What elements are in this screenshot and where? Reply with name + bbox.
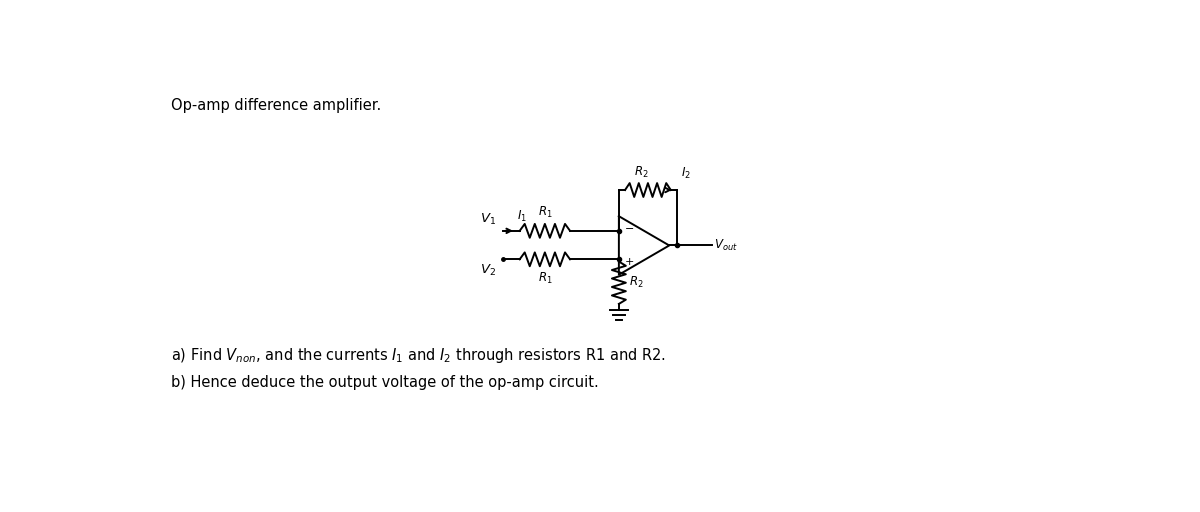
Text: $V_1$: $V_1$ [480, 212, 497, 227]
Text: $R_2$: $R_2$ [629, 275, 643, 290]
Text: Op-amp difference amplifier.: Op-amp difference amplifier. [170, 98, 382, 113]
Text: $R_1$: $R_1$ [538, 271, 552, 286]
Text: $V_{out}$: $V_{out}$ [714, 238, 738, 253]
Text: −: − [625, 224, 635, 233]
Text: $R_2$: $R_2$ [635, 165, 649, 180]
Text: $I_1$: $I_1$ [517, 209, 527, 224]
Text: $I_2$: $I_2$ [682, 166, 691, 181]
Text: +: + [625, 258, 635, 267]
Text: $R_1$: $R_1$ [538, 205, 552, 220]
Text: b) Hence deduce the output voltage of the op-amp circuit.: b) Hence deduce the output voltage of th… [170, 375, 599, 390]
Text: a) Find $V_{non}$, and the currents $I_1$ and $I_2$ through resistors R1 and R2.: a) Find $V_{non}$, and the currents $I_1… [170, 346, 666, 366]
Text: $V_2$: $V_2$ [480, 263, 497, 278]
